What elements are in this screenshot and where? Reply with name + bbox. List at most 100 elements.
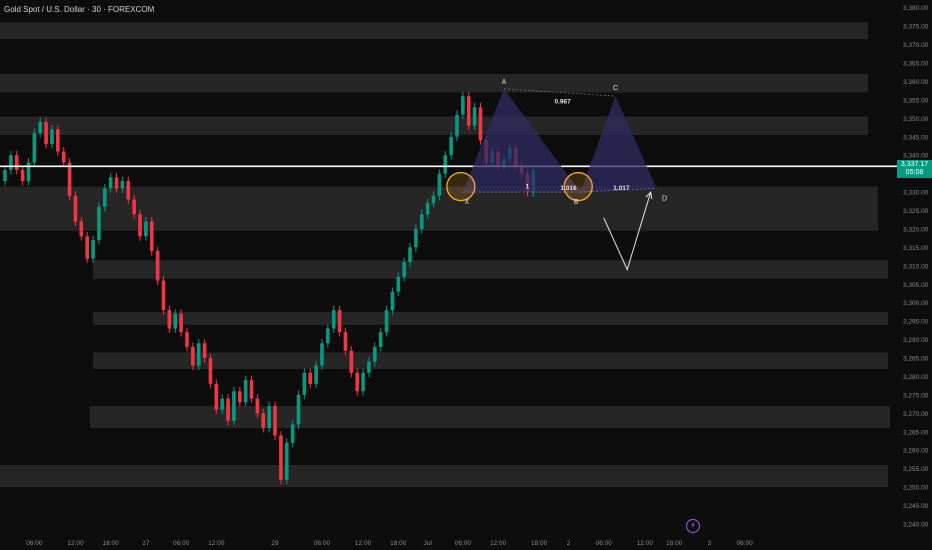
candle: [114, 177, 119, 189]
candle: [108, 177, 113, 189]
y-tick-label: 3,350.00: [903, 116, 929, 123]
y-tick-label: 3,285.00: [903, 356, 929, 363]
ratio-connector-bd: [580, 188, 657, 193]
candle: [38, 122, 43, 134]
x-tick-label: 12:00: [355, 540, 372, 547]
support-resistance-zone: [93, 352, 889, 370]
candle: [267, 405, 271, 429]
candle: [226, 398, 230, 421]
candle: [138, 214, 142, 237]
candle: [443, 155, 448, 174]
support-resistance-zone: [0, 464, 888, 488]
candle: [32, 133, 37, 163]
pattern-ratio-label: 1: [526, 183, 530, 190]
candle: [478, 107, 483, 141]
candle: [56, 129, 60, 152]
candle: [290, 424, 295, 443]
candle: [9, 155, 13, 170]
y-tick-label: 3,250.00: [903, 485, 929, 492]
x-tick-label: 18:00: [390, 540, 407, 547]
support-resistance-zone: [0, 116, 868, 135]
candle: [337, 310, 342, 333]
pattern-ratio-label: 1.016: [560, 185, 577, 192]
candle: [3, 169, 7, 182]
projection-path: [603, 191, 652, 271]
y-tick-label: 3,360.00: [903, 79, 929, 86]
candle: [44, 122, 48, 145]
y-tick-label: 3,310.00: [903, 263, 929, 270]
candle: [343, 332, 348, 351]
candle: [220, 398, 224, 410]
x-tick-label: 06:00: [26, 540, 43, 547]
candle: [155, 251, 160, 281]
x-tick-label: 06:00: [314, 540, 331, 547]
candle: [185, 332, 189, 347]
highlight-circle: [446, 171, 476, 202]
support-resistance-zone: [93, 260, 889, 279]
candle: [61, 151, 66, 163]
x-tick-label: 18:00: [666, 540, 683, 547]
candle: [249, 380, 254, 399]
candle: [202, 343, 207, 359]
candle: [273, 405, 277, 436]
candle: [378, 332, 383, 347]
candle: [120, 181, 125, 189]
candle: [173, 313, 178, 329]
candle: [214, 383, 219, 410]
candle: [26, 162, 31, 182]
candle: [449, 136, 453, 156]
pattern-point-label: C: [613, 85, 618, 92]
candle: [425, 203, 430, 215]
candle: [208, 358, 213, 384]
ratio-connector-ac: [503, 88, 616, 97]
candle: [149, 221, 154, 252]
pattern-triangle-xab: [462, 88, 581, 193]
x-tick-label: 18:00: [531, 540, 548, 547]
pattern-point-label: D: [662, 195, 667, 202]
candle: [73, 195, 78, 222]
candle: [50, 129, 54, 145]
y-tick-label: 3,370.00: [903, 42, 929, 49]
projection-arrowhead: [645, 190, 653, 200]
support-resistance-zone: [90, 405, 891, 429]
candle: [326, 328, 330, 344]
x-tick-label: 12:00: [637, 540, 654, 547]
current-price-value: 3,337.17: [900, 161, 929, 168]
support-resistance-zone: [0, 74, 868, 93]
candle-countdown: 05:08: [905, 169, 924, 176]
candle: [402, 262, 406, 277]
candle: [255, 398, 260, 414]
candle: [238, 391, 242, 403]
x-tick-label: 06:00: [455, 540, 472, 547]
pattern-point-label: B: [574, 199, 579, 206]
candle: [367, 361, 371, 373]
candle: [67, 162, 72, 196]
candle: [373, 346, 377, 362]
pattern-ratio-label: 0.967: [555, 99, 572, 106]
y-tick-label: 3,245.00: [903, 503, 929, 510]
candle: [349, 350, 354, 373]
candle: [261, 413, 266, 429]
x-tick-label: Jul: [423, 540, 432, 547]
y-tick-label: 3,305.00: [903, 282, 929, 289]
candle: [243, 380, 248, 403]
y-tick-label: 3,300.00: [903, 300, 929, 307]
candle: [361, 372, 365, 392]
x-tick-label: 12:00: [490, 540, 507, 547]
x-tick-label: 06:00: [736, 540, 753, 547]
x-tick-label: 06:00: [596, 540, 613, 547]
y-tick-label: 3,270.00: [903, 411, 929, 418]
candle: [284, 442, 289, 480]
candle: [279, 435, 283, 480]
candle: [196, 343, 201, 366]
x-tick-label: 2: [567, 540, 571, 547]
candle: [302, 372, 307, 395]
y-tick-label: 3,365.00: [903, 61, 929, 68]
candle: [308, 372, 313, 384]
pattern-point-label: A: [502, 79, 507, 86]
lightning-icon[interactable]: ⚡: [686, 519, 700, 533]
candle: [314, 365, 318, 384]
candle: [132, 199, 136, 215]
candle: [384, 310, 389, 333]
